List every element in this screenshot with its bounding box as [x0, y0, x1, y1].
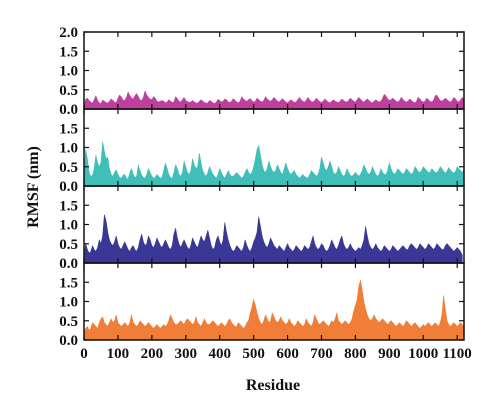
- x-tick-label: 400: [208, 346, 231, 362]
- y-tick-label: 1.5: [59, 121, 78, 137]
- y-tick-label: 0.0: [59, 333, 78, 349]
- x-tick-label: 800: [344, 346, 367, 362]
- y-axis-title: RMSF (nm): [25, 146, 42, 228]
- y-tick-label: 1.5: [59, 198, 78, 214]
- x-tick-label: 900: [378, 346, 401, 362]
- y-tick-label: 1.5: [59, 275, 78, 291]
- y-tick-label: 0.0: [59, 256, 78, 272]
- panels-layer: 0.00.51.01.52.00.00.51.01.50.00.51.01.50…: [59, 25, 472, 362]
- x-tick-label: 100: [107, 346, 130, 362]
- y-tick-label: 2.0: [59, 25, 78, 41]
- y-tick-label: 0.5: [59, 237, 78, 253]
- series-area-2: [83, 141, 465, 187]
- y-tick-label: 1.0: [59, 295, 78, 311]
- x-tick-label: 1100: [443, 346, 472, 362]
- y-tick-label: 1.5: [59, 44, 78, 60]
- y-tick-label: 0.5: [59, 83, 78, 99]
- x-tick-label: 1000: [408, 346, 438, 362]
- x-tick-label: 300: [175, 346, 198, 362]
- y-tick-label: 1.0: [59, 64, 78, 80]
- series-area-3: [83, 214, 463, 264]
- x-tick-label: 600: [276, 346, 299, 362]
- series-area-4: [83, 280, 465, 341]
- x-tick-label: 700: [310, 346, 333, 362]
- panel-2: 0.0 0.5 1.0 1.5: [59, 108, 465, 195]
- series-area-1: [83, 90, 465, 110]
- y-tick-label: 1.0: [59, 141, 78, 157]
- x-axis-title: Residue: [246, 377, 300, 394]
- y-tick-label: 0.0: [59, 179, 78, 195]
- y-tick-label: 0.5: [59, 160, 78, 176]
- y-tick-label: 0.0: [59, 102, 78, 118]
- x-tick-label: 500: [242, 346, 265, 362]
- panel-4: 0.0 0.5 1.0 1.5: [59, 262, 465, 349]
- panel-3: 0.0 0.5 1.0 1.5: [59, 185, 465, 272]
- y-tick-label: 0.5: [59, 314, 78, 330]
- x-tick-label: 200: [141, 346, 164, 362]
- x-tick-label: 0: [80, 346, 88, 362]
- panel-1: 0.0 0.5 1.0 1.5 2.0: [59, 25, 465, 118]
- y-tick-label: 1.0: [59, 218, 78, 234]
